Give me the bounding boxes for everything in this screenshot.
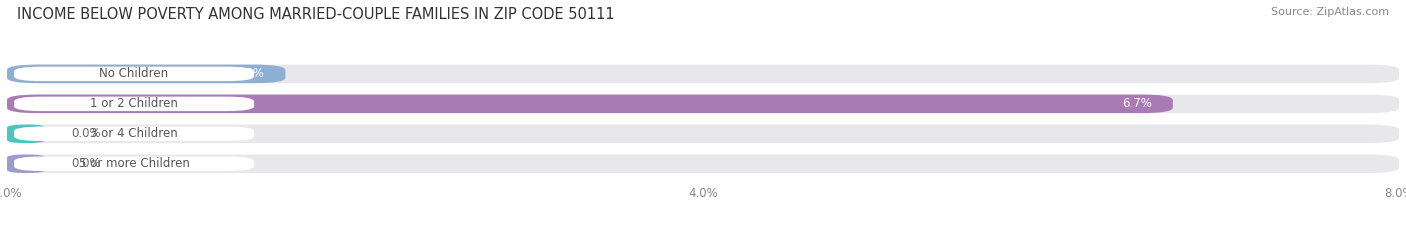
FancyBboxPatch shape [7, 124, 1399, 143]
FancyBboxPatch shape [14, 127, 254, 141]
FancyBboxPatch shape [7, 95, 1173, 113]
Text: 1 or 2 Children: 1 or 2 Children [90, 97, 179, 110]
Text: 1.6%: 1.6% [235, 67, 264, 80]
Text: 3 or 4 Children: 3 or 4 Children [90, 127, 179, 140]
FancyBboxPatch shape [14, 67, 254, 81]
Text: Source: ZipAtlas.com: Source: ZipAtlas.com [1271, 7, 1389, 17]
FancyBboxPatch shape [7, 124, 45, 143]
Text: 6.7%: 6.7% [1122, 97, 1152, 110]
Text: 5 or more Children: 5 or more Children [79, 157, 190, 170]
Text: No Children: No Children [100, 67, 169, 80]
Text: INCOME BELOW POVERTY AMONG MARRIED-COUPLE FAMILIES IN ZIP CODE 50111: INCOME BELOW POVERTY AMONG MARRIED-COUPL… [17, 7, 614, 22]
FancyBboxPatch shape [14, 157, 254, 171]
FancyBboxPatch shape [14, 97, 254, 111]
FancyBboxPatch shape [7, 154, 1399, 173]
FancyBboxPatch shape [7, 95, 1399, 113]
Text: 0.0%: 0.0% [72, 127, 101, 140]
Text: 0.0%: 0.0% [72, 157, 101, 170]
FancyBboxPatch shape [7, 65, 285, 83]
FancyBboxPatch shape [7, 65, 1399, 83]
FancyBboxPatch shape [7, 154, 45, 173]
